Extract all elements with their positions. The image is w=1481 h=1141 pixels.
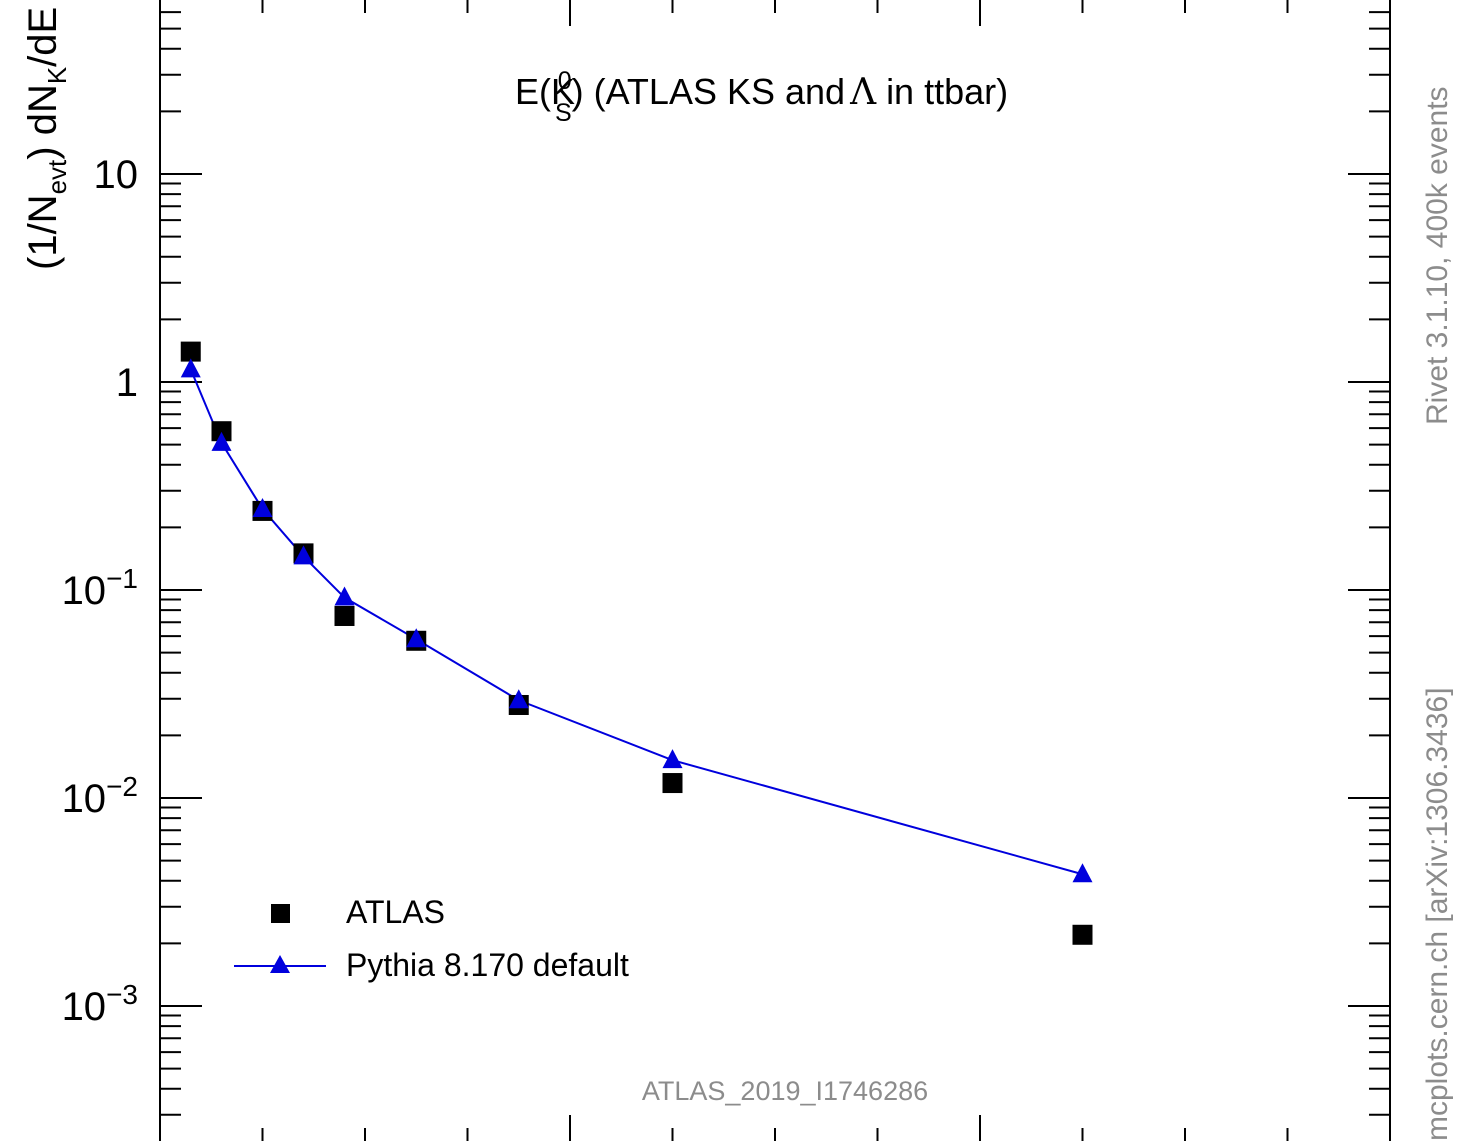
legend-label-pythia: Pythia 8.170 default — [346, 947, 629, 983]
data-point-pythia — [252, 498, 273, 518]
y-tick-label: 10−1 — [62, 563, 138, 613]
axis-ticks — [159, 0, 1391, 1141]
series-markers — [180, 341, 1093, 945]
y-tick-base: 10 — [62, 569, 107, 613]
ylabel-main: (1/N — [21, 194, 65, 270]
y-tick-base: 10 — [62, 985, 107, 1029]
series-lines — [189, 368, 1083, 876]
y-tick-exponent: −1 — [106, 563, 138, 594]
data-point-pythia — [180, 358, 201, 378]
analysis-label: ATLAS_2019_I1746286 — [642, 1076, 928, 1106]
data-point-atlas — [1072, 924, 1093, 945]
legend-marker-atlas — [271, 904, 290, 923]
plot-frame — [159, 0, 1391, 1141]
data-point-pythia — [1072, 863, 1093, 883]
ylabel-mid: ) dN — [21, 84, 65, 160]
y-tick-exponent: −3 — [106, 979, 138, 1010]
y-tick-label: 10 — [94, 153, 139, 197]
ylabel-sub2: K — [42, 66, 72, 84]
y-tick-exponent: −2 — [106, 771, 138, 802]
title-symbol: Λ — [849, 72, 877, 113]
legend: ATLAS Pythia 8.170 default — [234, 894, 629, 983]
data-point-atlas — [334, 605, 355, 626]
title-main: E(K — [515, 71, 575, 112]
y-tick-base: 10 — [94, 153, 139, 197]
legend-marker-pythia — [270, 955, 290, 973]
data-point-pythia — [662, 749, 683, 769]
side-label-top: Rivet 3.1.10, 400k events — [1421, 86, 1454, 425]
data-point-pythia — [334, 586, 355, 606]
side-label-bottom: mcplots.cern.ch [arXiv:1306.3436] — [1421, 687, 1454, 1141]
y-tick-base: 1 — [116, 361, 138, 405]
title-tail: in ttbar) — [886, 71, 1008, 112]
y-tick-label: 10−3 — [62, 979, 138, 1029]
title-sup: 0 — [558, 67, 572, 95]
series-line-pythia — [189, 368, 1083, 876]
data-point-atlas — [662, 773, 683, 794]
y-tick-base: 10 — [62, 777, 107, 821]
title-sub: S — [555, 99, 572, 127]
ylabel-tail: /dE [GeV — [21, 0, 65, 67]
title-rest: ) (ATLAS KS and — [572, 71, 845, 112]
data-point-pythia — [406, 628, 427, 648]
data-point-pythia — [211, 431, 232, 451]
y-axis-label: (1/Nevt) dNK/dE [GeV-1] — [16, 0, 72, 270]
clipped-header-fragment — [404, 0, 434, 6]
legend-label-atlas: ATLAS — [346, 894, 445, 930]
ylabel-sub1: evt — [42, 159, 72, 194]
data-point-atlas — [211, 421, 232, 442]
data-point-atlas — [180, 341, 201, 362]
y-tick-label: 10−2 — [62, 771, 138, 821]
y-tick-label: 1 — [116, 361, 138, 405]
data-point-pythia — [293, 545, 314, 565]
data-point-pythia — [508, 689, 529, 709]
